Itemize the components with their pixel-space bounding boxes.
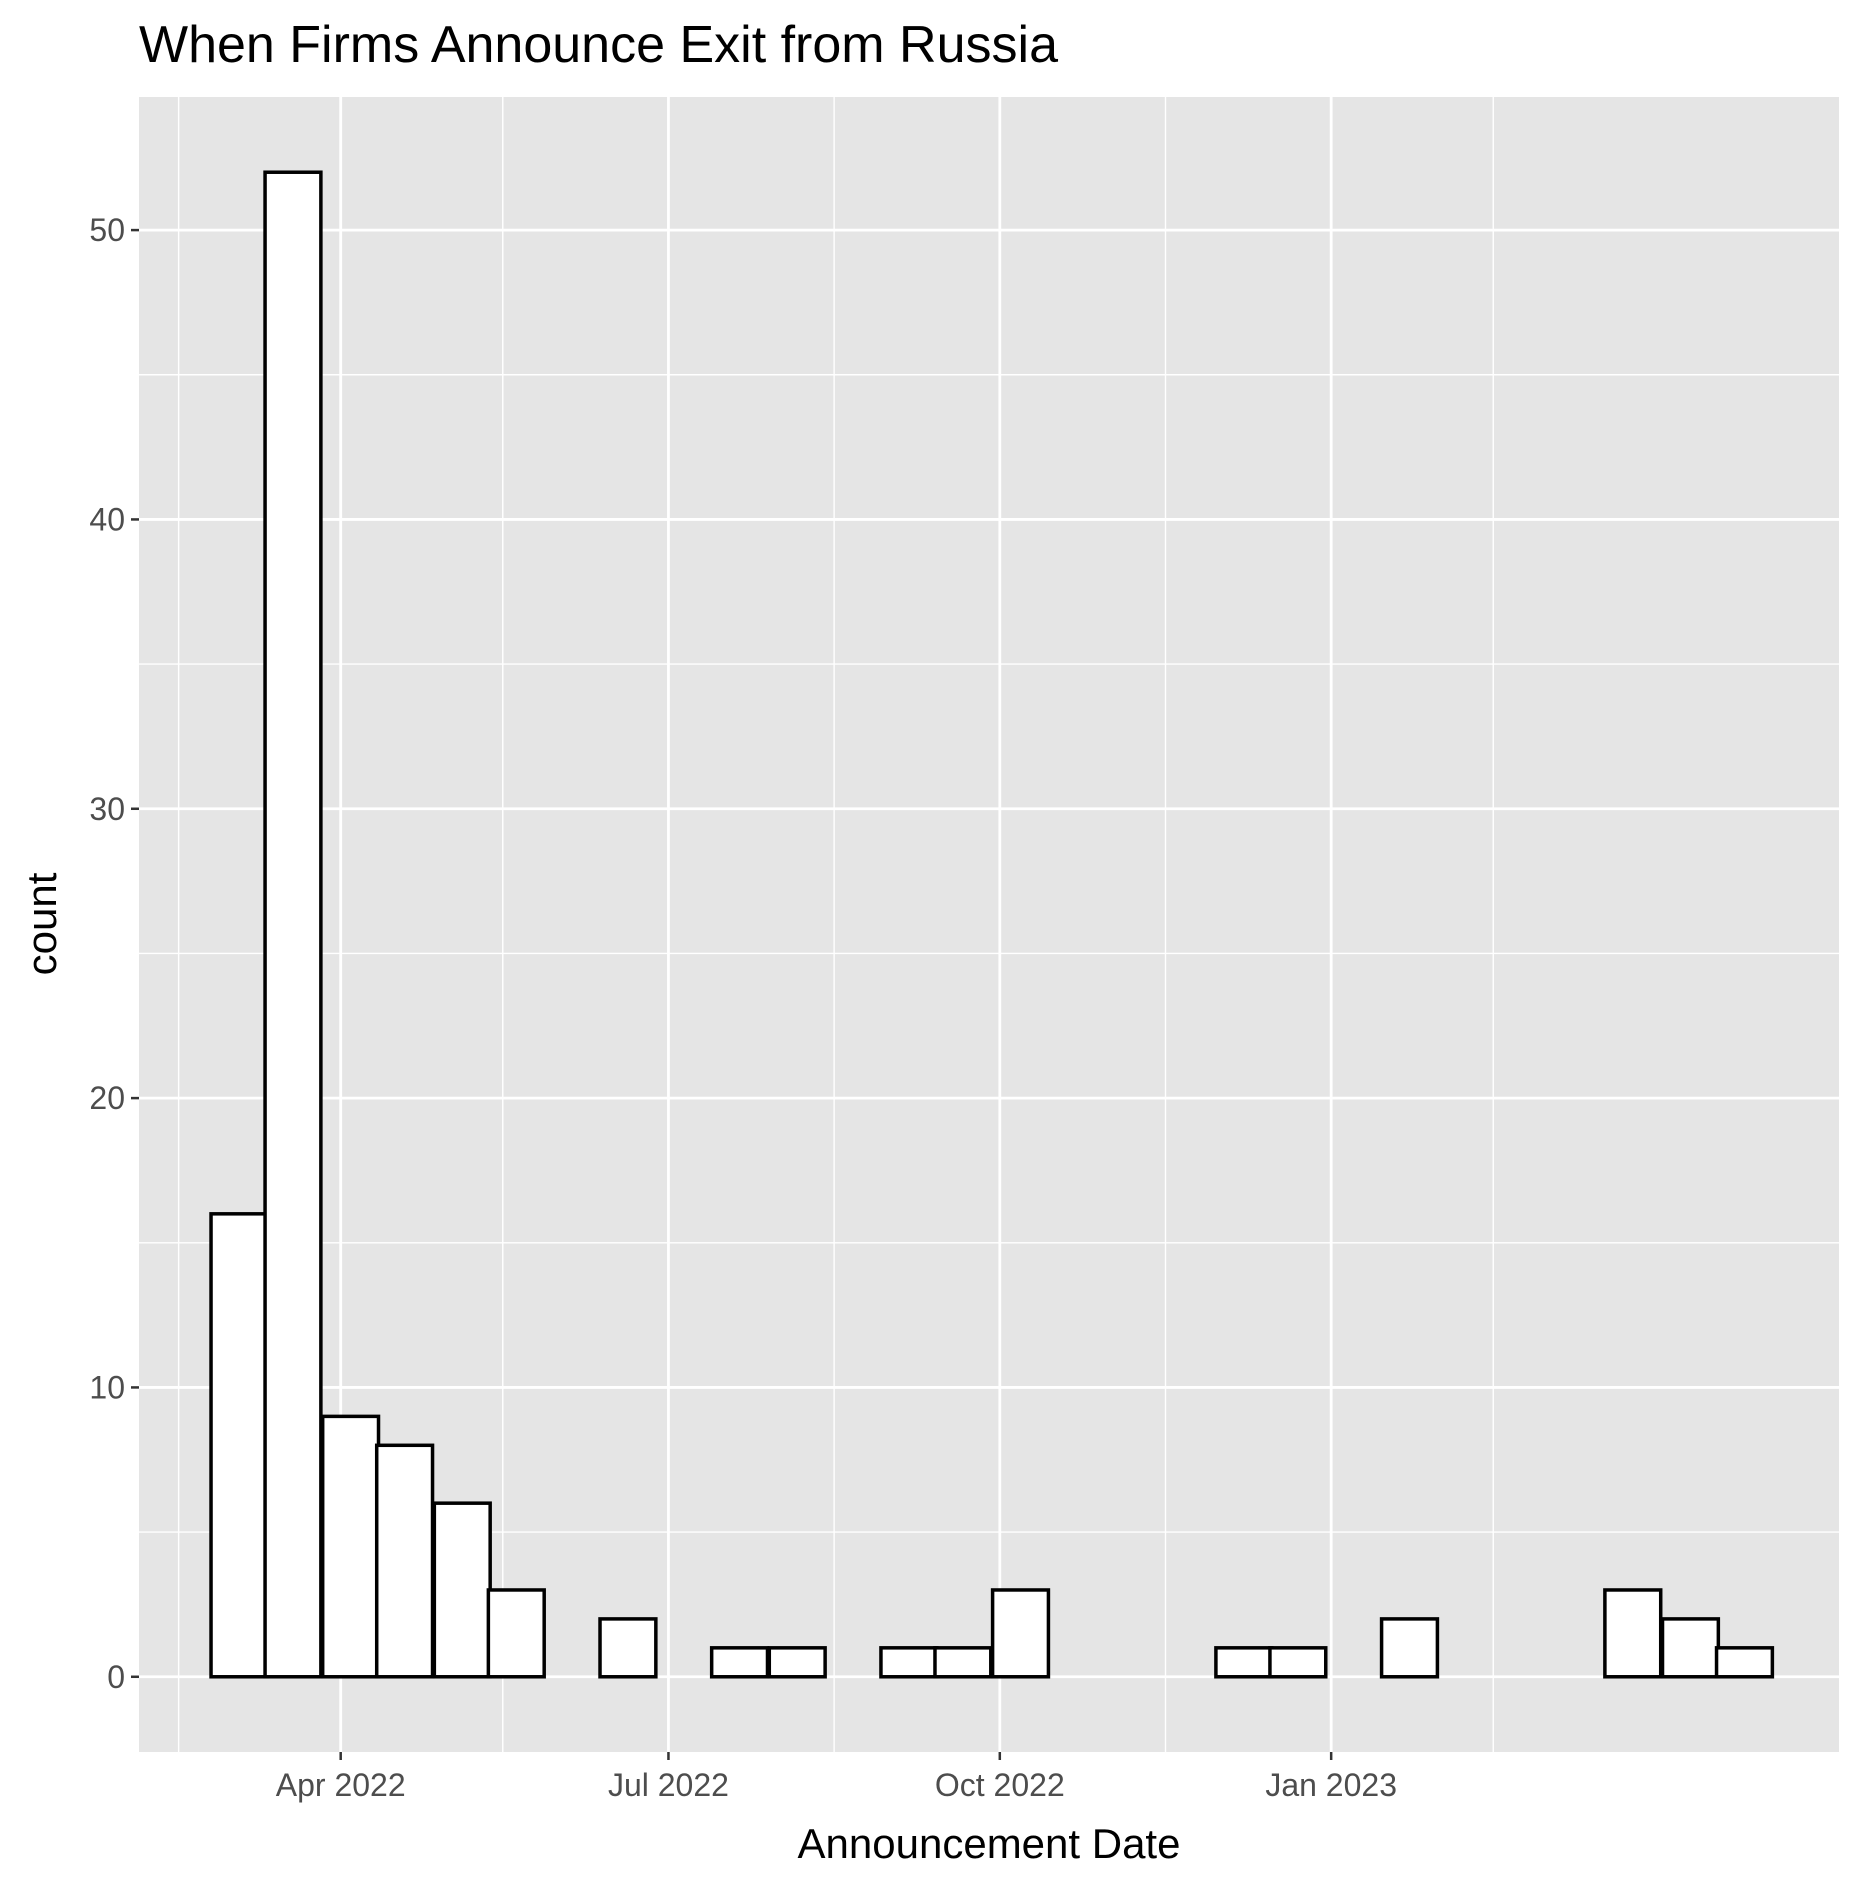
histogram-bar bbox=[879, 1646, 939, 1679]
y-tick-label: 50 bbox=[89, 212, 125, 248]
histogram-bar bbox=[767, 1646, 827, 1679]
x-tick-label: Apr 2022 bbox=[276, 1767, 406, 1803]
histogram-bar bbox=[209, 1212, 269, 1679]
histogram-bar bbox=[374, 1443, 435, 1679]
histogram-bar bbox=[432, 1501, 492, 1679]
y-tick-label: 0 bbox=[107, 1659, 125, 1695]
x-tick-label: Jul 2022 bbox=[608, 1767, 729, 1803]
histogram-bar bbox=[1379, 1617, 1440, 1679]
y-tick-label: 30 bbox=[89, 791, 125, 827]
x-tick-label: Jan 2023 bbox=[1265, 1767, 1397, 1803]
histogram-bar bbox=[263, 170, 323, 1679]
histogram-bar bbox=[320, 1414, 381, 1679]
x-tick-label: Oct 2022 bbox=[935, 1767, 1065, 1803]
histogram-bar bbox=[1714, 1646, 1775, 1679]
y-tick-label: 40 bbox=[89, 501, 125, 537]
histogram-bar bbox=[1603, 1588, 1663, 1679]
histogram-bar bbox=[598, 1617, 658, 1679]
histogram-bar bbox=[933, 1646, 993, 1679]
y-axis: 0 10 20 30 40 50 bbox=[89, 212, 139, 1695]
y-tick-label: 10 bbox=[89, 1369, 125, 1405]
histogram-bars bbox=[209, 170, 1775, 1679]
chart-title: When Firms Announce Exit from Russia bbox=[139, 16, 1058, 74]
histogram-bar bbox=[1268, 1646, 1328, 1679]
x-axis: Apr 2022 Jul 2022 Oct 2022 Jan 2023 bbox=[276, 1752, 1397, 1803]
x-axis-title: Announcement Date bbox=[798, 1820, 1181, 1867]
histogram-bar bbox=[1660, 1617, 1721, 1679]
histogram-bar bbox=[486, 1588, 546, 1679]
histogram-bar bbox=[709, 1646, 770, 1679]
histogram-bar bbox=[1214, 1646, 1274, 1679]
histogram-bar bbox=[990, 1588, 1051, 1679]
y-axis-title: count bbox=[18, 872, 65, 975]
y-tick-label: 20 bbox=[89, 1080, 125, 1116]
